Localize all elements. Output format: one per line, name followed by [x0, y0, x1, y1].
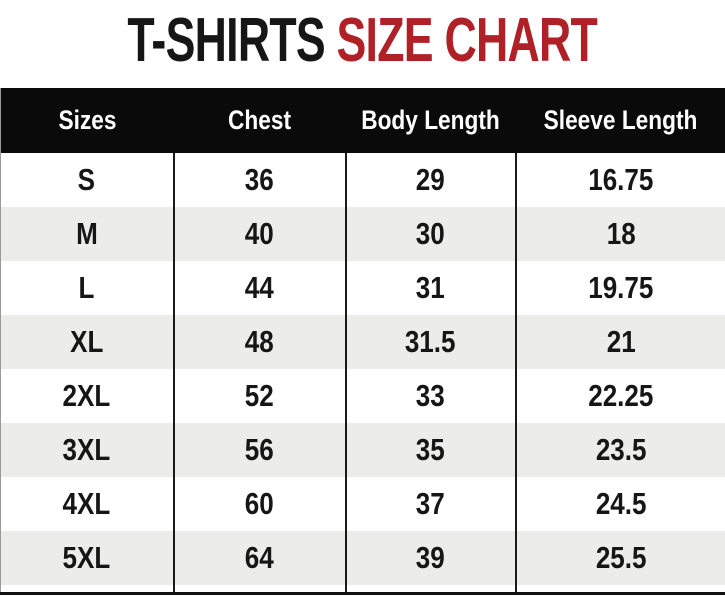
measurement-cell: 64	[172, 531, 346, 585]
table-row: M 40 30 18	[0, 207, 725, 261]
cell-text: 2XL	[62, 378, 111, 413]
size-cell: L	[1, 261, 174, 315]
cell-text: 5XL	[62, 540, 111, 575]
cell-text: 19.75	[588, 270, 654, 305]
size-cell: 2XL	[1, 369, 174, 423]
table-row: 4XL 60 37 24.5	[1, 477, 725, 531]
measurement-cell: 21	[514, 315, 725, 369]
measurement-cell: 33	[344, 369, 516, 423]
spacer-row	[0, 585, 725, 593]
header-label-chest: Chest	[227, 105, 291, 135]
measurement-cell: 48	[172, 315, 346, 369]
cell-text: 4XL	[62, 486, 111, 521]
cell-text: 22.25	[588, 378, 654, 413]
cell-text: 29	[416, 162, 445, 197]
table-body: S 36 29 16.75 M 40 30 18 L 44 31 19.75 XL 48 31.5 21 2XL…	[0, 153, 725, 585]
spacer-cell	[172, 585, 346, 593]
table-row: XL 48 31.5 21	[0, 315, 725, 369]
header-row: Sizes Chest Body Length Sleeve Length	[0, 88, 725, 153]
measurement-cell: 29	[344, 153, 516, 207]
spacer-cell	[0, 585, 174, 593]
cell-text: 64	[245, 540, 274, 575]
header-cell-sizes: Sizes	[0, 88, 174, 153]
size-cell: 3XL	[1, 423, 174, 477]
measurement-cell: 22.25	[514, 369, 725, 423]
title-part-size-chart: SIZE CHART	[336, 5, 598, 75]
measurement-cell: 23.5	[514, 423, 725, 477]
measurement-cell: 19.75	[514, 261, 725, 315]
measurement-cell: 35	[344, 423, 516, 477]
measurement-cell: 24.5	[514, 477, 725, 531]
cell-text: 31.5	[405, 324, 456, 359]
size-cell: XL	[1, 315, 174, 369]
table-row: S 36 29 16.75	[1, 153, 725, 207]
cell-text: 33	[416, 378, 445, 413]
cell-text: 35	[416, 432, 445, 467]
measurement-cell: 37	[344, 477, 516, 531]
table-row: 3XL 56 35 23.5	[0, 423, 725, 477]
measurement-cell: 31.5	[344, 315, 516, 369]
measurement-cell: 16.75	[514, 153, 725, 207]
spacer-cell	[514, 585, 725, 593]
cell-text: 25.5	[595, 540, 647, 575]
cell-text: S	[78, 162, 96, 197]
size-cell: S	[1, 153, 174, 207]
cell-text: 18	[606, 216, 636, 251]
cell-text: XL	[70, 324, 104, 359]
cell-text: 16.75	[588, 162, 654, 197]
cell-text: L	[78, 270, 95, 305]
cell-text: 21	[606, 324, 636, 359]
measurement-cell: 39	[344, 531, 516, 585]
size-chart-table: Sizes Chest Body Length Sleeve Length S 3…	[0, 88, 725, 595]
size-cell: 5XL	[1, 531, 174, 585]
cell-text: 23.5	[595, 432, 647, 467]
header-label-sizes: Sizes	[58, 105, 117, 135]
table-row: 5XL 64 39 25.5	[0, 531, 725, 585]
measurement-cell: 40	[172, 207, 346, 261]
cell-text: 60	[245, 486, 274, 521]
size-cell: 4XL	[1, 477, 174, 531]
cell-text: 31	[416, 270, 445, 305]
cell-text: 39	[416, 540, 445, 575]
header-cell-chest: Chest	[173, 88, 346, 153]
measurement-cell: 36	[172, 153, 346, 207]
table-row: 2XL 52 33 22.25	[1, 369, 725, 423]
measurement-cell: 31	[344, 261, 516, 315]
measurement-cell: 44	[172, 261, 346, 315]
measurement-cell: 25.5	[514, 531, 725, 585]
cell-text: 24.5	[595, 486, 647, 521]
cell-text: 48	[245, 324, 274, 359]
cell-text: M	[75, 216, 98, 251]
cell-text: 56	[245, 432, 274, 467]
measurement-cell: 52	[172, 369, 346, 423]
page-title-text: T-SHIRTS SIZE CHART	[128, 5, 598, 76]
measurement-cell: 30	[344, 207, 516, 261]
header-cell-body-length: Body Length	[345, 88, 516, 153]
header-cell-sleeve-length: Sleeve Length	[515, 88, 725, 153]
page-title: T-SHIRTS SIZE CHART	[0, 0, 725, 88]
cell-text: 52	[245, 378, 274, 413]
spacer-cell	[344, 585, 516, 593]
header-label-body-length: Body Length	[361, 105, 500, 135]
cell-text: 40	[245, 216, 274, 251]
title-part-tshirts: T-SHIRTS	[127, 5, 326, 75]
measurement-cell: 60	[172, 477, 346, 531]
cell-text: 36	[245, 162, 274, 197]
size-cell: M	[1, 207, 174, 261]
header-label-sleeve-length: Sleeve Length	[543, 105, 698, 135]
cell-text: 44	[245, 270, 274, 305]
cell-text: 37	[416, 486, 445, 521]
measurement-cell: 56	[172, 423, 346, 477]
cell-text: 3XL	[62, 432, 111, 467]
measurement-cell: 18	[514, 207, 725, 261]
cell-text: 30	[416, 216, 445, 251]
table-row: L 44 31 19.75	[1, 261, 725, 315]
